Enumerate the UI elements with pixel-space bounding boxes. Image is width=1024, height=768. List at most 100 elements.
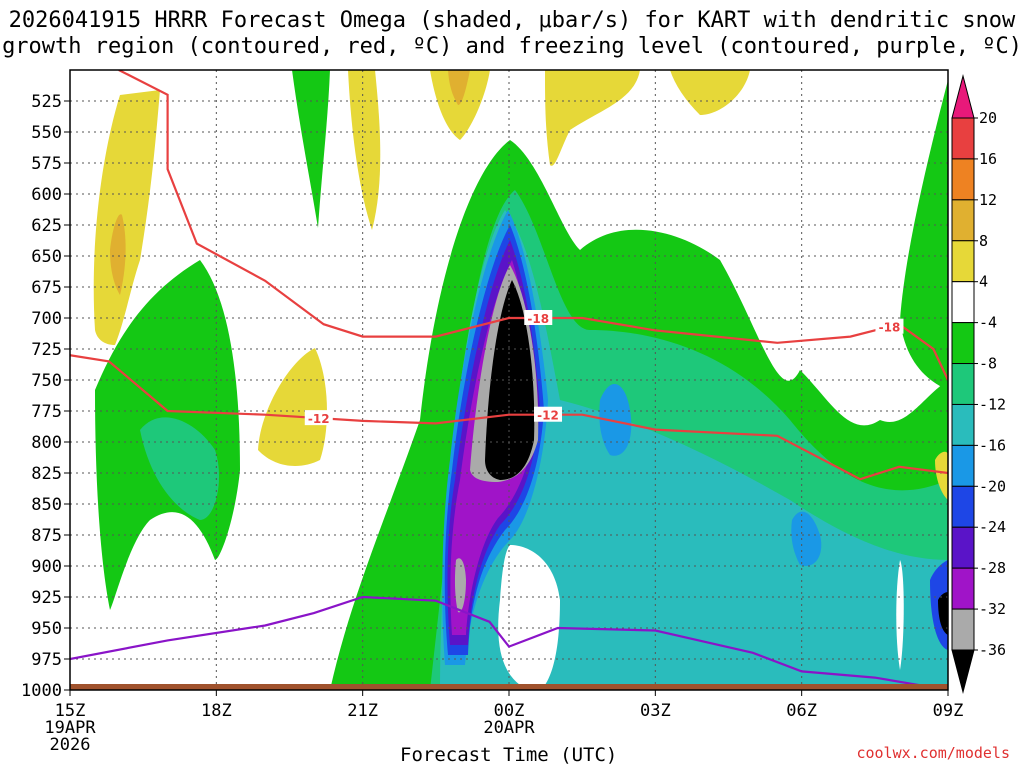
neutral-low-gap <box>498 545 560 685</box>
colorbar-label: 8 <box>979 232 988 250</box>
colorbar-label: -16 <box>979 436 1006 454</box>
contour-label-bg <box>304 410 333 426</box>
y-tick-label: 850 <box>31 495 62 515</box>
y-tick-label: 700 <box>31 309 62 329</box>
contour-label: -12 <box>537 409 559 423</box>
colorbar-label: 20 <box>979 109 997 127</box>
y-tick-label: 825 <box>31 464 62 484</box>
y-tick-label: 550 <box>31 123 62 143</box>
colorbar-label: -24 <box>979 518 1006 536</box>
contour-label-bg <box>534 406 563 422</box>
contour-label: -12 <box>308 412 330 426</box>
downward-right <box>935 451 948 500</box>
downward-upper-2 <box>430 70 490 140</box>
colorbar-label: -36 <box>979 641 1006 659</box>
colorbar-swatch <box>951 567 975 610</box>
colorbar-label: -4 <box>979 314 997 332</box>
y-axis: 525 550 575 600 625 650 675 700 725 750 775 800 825 8… <box>21 92 70 701</box>
isotherm-line <box>70 354 948 481</box>
y-tick-label: 875 <box>31 526 62 546</box>
x-tick-label: 09Z <box>933 701 964 721</box>
colorbar-swatch <box>951 608 975 651</box>
neutral-right-gap <box>896 560 904 670</box>
colorbar-swatch <box>951 281 975 324</box>
x-tick-label: 15Z <box>55 701 86 721</box>
credit-text: coolwx.com/models <box>856 744 1010 762</box>
downward-upper <box>348 70 381 230</box>
colorbar-top-arrow <box>951 74 975 119</box>
ground-surface <box>70 684 948 690</box>
colorbar-swatch <box>951 158 975 201</box>
colorbar-swatch <box>951 363 975 405</box>
x-tick-label: 21Z <box>347 701 378 721</box>
downward-upper-3 <box>545 70 640 166</box>
grid-lines <box>70 70 948 690</box>
isotherm-line <box>118 70 948 381</box>
colorbar-swatch <box>951 526 975 569</box>
strong-upward-pocket <box>599 383 632 456</box>
colorbar-swatch <box>951 322 975 365</box>
y-tick-label: 600 <box>31 185 62 205</box>
colorbar-label: 4 <box>979 273 988 291</box>
core-gray-lower <box>454 558 466 613</box>
colorbar-label: 16 <box>979 150 997 168</box>
y-tick-label: 525 <box>31 92 62 112</box>
downward-left <box>93 90 160 345</box>
downward-upper-2-core <box>448 70 470 105</box>
strong-upward-pocket-2 <box>791 511 822 566</box>
y-tick-label: 775 <box>31 402 62 422</box>
colorbar-bottom-arrow <box>951 649 975 694</box>
chart-title: 2026041915 HRRR Forecast Omega (shaded, … <box>0 8 1024 60</box>
y-tick-label: 650 <box>31 247 62 267</box>
moderate-upward-left <box>140 417 220 520</box>
y-tick-label: 950 <box>31 619 62 639</box>
y-tick-label: 750 <box>31 371 62 391</box>
x-tick-sublabel: 2026 <box>50 735 91 755</box>
colorbar-label: 12 <box>979 191 997 209</box>
y-tick-label: 625 <box>31 216 62 236</box>
colorbar-swatch <box>951 117 975 160</box>
right-low-core-2 <box>938 592 948 635</box>
omega-shading <box>93 70 948 690</box>
y-tick-label: 675 <box>31 278 62 298</box>
weak-upward-top <box>292 70 330 228</box>
colorbar: 20 16 12 8 4 -4 -8 -12 -16 -20 -24 -28 -32 -36 <box>951 74 1006 694</box>
title-line-1: 2026041915 HRRR Forecast Omega (shaded, … <box>8 8 1016 33</box>
colorbar-swatch <box>951 240 975 283</box>
colorbar-label: -28 <box>979 559 1006 577</box>
title-line-2: growth region (contoured, red, ºC) and f… <box>2 34 1022 59</box>
downward-upper-4 <box>670 70 750 115</box>
colorbar-swatch <box>951 444 975 487</box>
x-tick-sublabel: 20APR <box>483 718 535 738</box>
x-tick-label: 00Z <box>494 701 525 721</box>
stronger-upward-region <box>440 210 948 690</box>
x-tick-label: 06Z <box>786 701 817 721</box>
y-tick-label: 1000 <box>21 681 62 701</box>
downward-left-core <box>110 214 126 295</box>
freezing-level-line <box>70 595 948 690</box>
x-axis-title: Forecast Time (UTC) <box>400 744 618 766</box>
x-tick-sublabel: 19APR <box>44 718 96 738</box>
y-tick-label: 925 <box>31 588 62 608</box>
contour-label-bg <box>875 318 904 334</box>
y-tick-label: 725 <box>31 340 62 360</box>
colorbar-label: -12 <box>979 395 1006 413</box>
downward-mid <box>258 348 327 466</box>
contour-label-bg <box>524 310 553 325</box>
x-tick-label: 18Z <box>201 701 232 721</box>
colorbar-swatch <box>951 199 975 242</box>
contour-label: -18 <box>879 321 901 335</box>
weak-upward-right-top <box>900 80 948 390</box>
colorbar-label: -32 <box>979 600 1006 618</box>
y-tick-label: 975 <box>31 650 62 670</box>
plot-area: -18 -18 -12 -12 <box>70 70 948 690</box>
contour-label: -18 <box>527 312 549 326</box>
y-tick-label: 900 <box>31 557 62 577</box>
colorbar-swatch <box>951 485 975 528</box>
colorbar-label: -20 <box>979 477 1006 495</box>
y-tick-label: 800 <box>31 433 62 453</box>
y-tick-label: 575 <box>31 154 62 174</box>
colorbar-label: -8 <box>979 355 997 373</box>
